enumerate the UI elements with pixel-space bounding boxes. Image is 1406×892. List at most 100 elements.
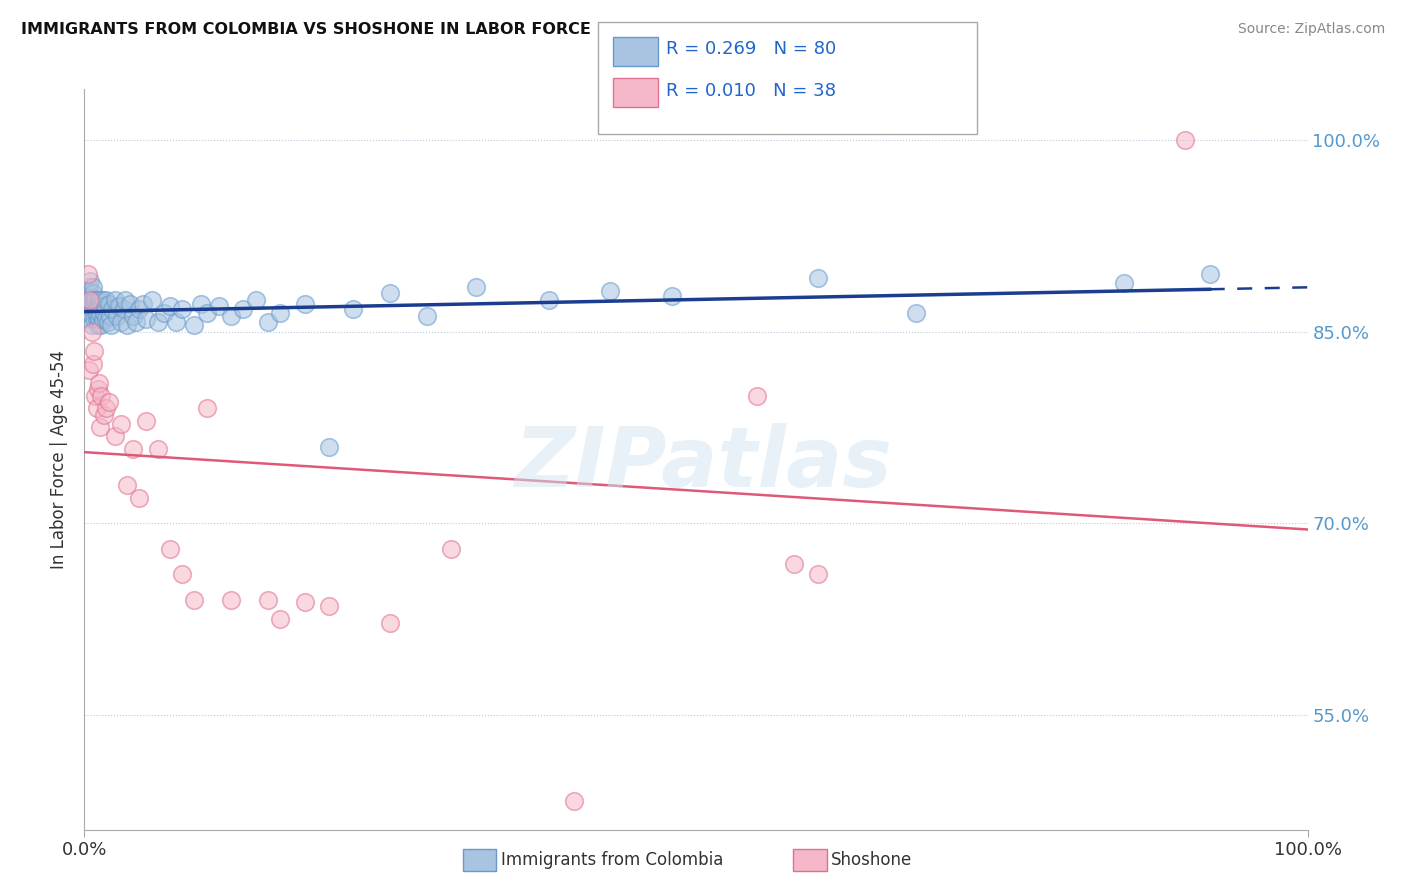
Point bbox=[342, 301, 364, 316]
Y-axis label: In Labor Force | Age 45-54: In Labor Force | Age 45-54 bbox=[51, 350, 69, 569]
Point bbox=[135, 312, 157, 326]
Point bbox=[132, 296, 155, 310]
Point bbox=[257, 314, 280, 328]
Point bbox=[91, 293, 114, 307]
Point bbox=[84, 293, 107, 307]
Point bbox=[110, 417, 132, 431]
Point bbox=[79, 312, 101, 326]
Point bbox=[318, 440, 340, 454]
Point bbox=[77, 268, 100, 282]
Text: Immigrants from Colombia: Immigrants from Colombia bbox=[501, 851, 723, 869]
Point bbox=[83, 293, 105, 307]
Point bbox=[183, 592, 205, 607]
Point bbox=[89, 420, 111, 434]
Point bbox=[190, 296, 212, 310]
Point bbox=[77, 363, 100, 377]
Point bbox=[1174, 133, 1197, 147]
Point bbox=[86, 305, 108, 319]
Point bbox=[82, 357, 104, 371]
Point bbox=[380, 286, 402, 301]
Point bbox=[122, 442, 145, 457]
Point bbox=[294, 595, 316, 609]
Point bbox=[245, 293, 267, 307]
Point bbox=[380, 615, 402, 630]
Point bbox=[172, 301, 194, 316]
Point bbox=[84, 299, 107, 313]
Point bbox=[294, 296, 316, 310]
Point bbox=[80, 325, 103, 339]
Point bbox=[87, 299, 110, 313]
Point bbox=[77, 280, 100, 294]
Point bbox=[128, 491, 150, 505]
Point bbox=[195, 401, 218, 416]
Point bbox=[80, 293, 103, 307]
Text: Source: ZipAtlas.com: Source: ZipAtlas.com bbox=[1237, 22, 1385, 37]
Point bbox=[79, 293, 101, 307]
Point bbox=[599, 284, 621, 298]
Point bbox=[100, 318, 122, 333]
Point bbox=[115, 318, 138, 333]
Point bbox=[112, 301, 135, 316]
Point bbox=[87, 376, 110, 390]
Point bbox=[82, 286, 104, 301]
Point bbox=[86, 299, 108, 313]
Point bbox=[318, 599, 340, 614]
Point bbox=[165, 314, 187, 328]
Point bbox=[89, 293, 111, 307]
Point bbox=[97, 296, 120, 310]
Point bbox=[208, 299, 231, 313]
Point bbox=[82, 299, 104, 313]
Point bbox=[86, 312, 108, 326]
Point bbox=[1114, 277, 1136, 291]
Point bbox=[269, 305, 291, 319]
Point bbox=[86, 401, 108, 416]
Point bbox=[105, 310, 128, 324]
Text: R = 0.010   N = 38: R = 0.010 N = 38 bbox=[666, 82, 837, 100]
Point bbox=[89, 305, 111, 319]
Point bbox=[183, 318, 205, 333]
Point bbox=[94, 299, 117, 313]
Point bbox=[87, 382, 110, 396]
Point bbox=[257, 592, 280, 607]
Point bbox=[562, 795, 585, 809]
Point bbox=[661, 289, 683, 303]
Point bbox=[83, 312, 105, 326]
Point bbox=[87, 318, 110, 333]
Point bbox=[101, 301, 124, 316]
Point bbox=[91, 312, 114, 326]
Point bbox=[172, 567, 194, 582]
Point bbox=[93, 305, 115, 319]
Point bbox=[83, 343, 105, 358]
Text: ZIPatlas: ZIPatlas bbox=[515, 424, 891, 504]
Point bbox=[747, 388, 769, 402]
Point bbox=[783, 557, 806, 571]
Point bbox=[153, 305, 176, 319]
Point bbox=[98, 310, 121, 324]
Point bbox=[125, 314, 148, 328]
Point bbox=[128, 301, 150, 316]
Point bbox=[79, 305, 101, 319]
Point bbox=[104, 429, 127, 443]
Text: R = 0.269   N = 80: R = 0.269 N = 80 bbox=[666, 40, 837, 58]
Point bbox=[538, 293, 561, 307]
Point bbox=[96, 312, 118, 326]
Point bbox=[90, 318, 112, 333]
Point bbox=[107, 299, 129, 313]
Point bbox=[84, 388, 107, 402]
Point bbox=[76, 293, 98, 307]
Text: IMMIGRANTS FROM COLOMBIA VS SHOSHONE IN LABOR FORCE | AGE 45-54 CORRELATION CHAR: IMMIGRANTS FROM COLOMBIA VS SHOSHONE IN … bbox=[21, 22, 898, 38]
Point bbox=[79, 274, 101, 288]
Point bbox=[807, 271, 830, 285]
Point bbox=[122, 310, 145, 324]
Point bbox=[104, 293, 127, 307]
Point bbox=[110, 314, 132, 328]
Point bbox=[96, 293, 118, 307]
Point bbox=[83, 305, 105, 319]
Point bbox=[159, 541, 181, 556]
Point bbox=[96, 401, 118, 416]
Point bbox=[90, 299, 112, 313]
Point bbox=[219, 310, 242, 324]
Point bbox=[135, 414, 157, 428]
Point bbox=[416, 310, 439, 324]
Point bbox=[82, 280, 104, 294]
